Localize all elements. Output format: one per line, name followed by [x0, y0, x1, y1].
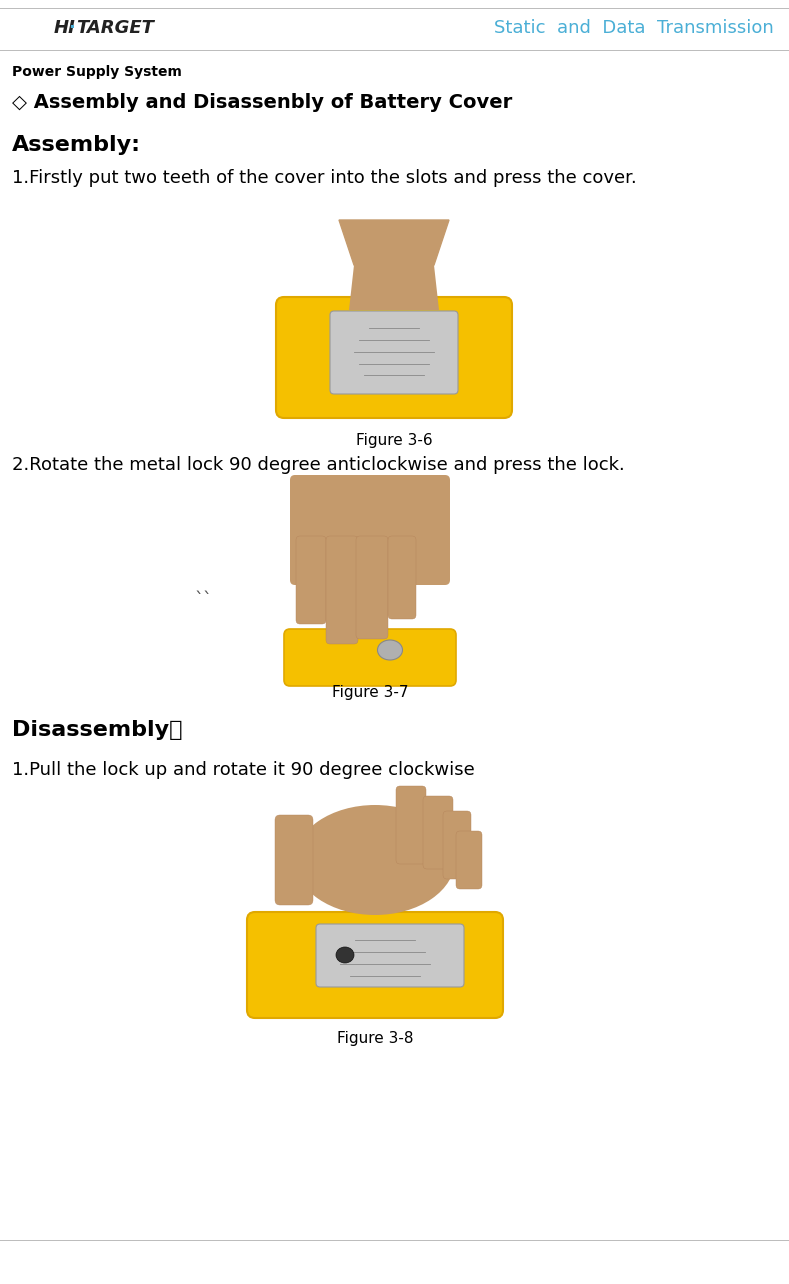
FancyBboxPatch shape	[316, 924, 464, 987]
FancyBboxPatch shape	[330, 311, 458, 394]
FancyBboxPatch shape	[356, 535, 388, 639]
Text: HI: HI	[54, 19, 76, 37]
Ellipse shape	[377, 639, 402, 660]
FancyBboxPatch shape	[423, 796, 453, 869]
FancyBboxPatch shape	[276, 297, 512, 419]
Text: TARGET: TARGET	[76, 19, 154, 37]
Text: Assembly:: Assembly:	[12, 135, 141, 155]
Text: Figure 3-7: Figure 3-7	[331, 684, 408, 700]
Text: ·: ·	[69, 19, 76, 37]
FancyBboxPatch shape	[456, 831, 482, 889]
FancyBboxPatch shape	[275, 815, 313, 905]
Text: Figure 3-8: Figure 3-8	[337, 1031, 413, 1045]
Text: ``: ``	[195, 591, 213, 609]
Ellipse shape	[295, 805, 455, 915]
Text: Power Supply System: Power Supply System	[12, 65, 182, 80]
Text: 2.Rotate the metal lock 90 degree anticlockwise and press the lock.: 2.Rotate the metal lock 90 degree anticl…	[12, 456, 625, 474]
Text: Disassembly：: Disassembly：	[12, 720, 182, 740]
Text: ◇ Assembly and Disassenbly of Battery Cover: ◇ Assembly and Disassenbly of Battery Co…	[12, 94, 512, 113]
Ellipse shape	[336, 948, 354, 963]
Polygon shape	[339, 220, 449, 285]
Text: Figure 3-6: Figure 3-6	[356, 433, 432, 448]
FancyBboxPatch shape	[247, 912, 503, 1018]
FancyBboxPatch shape	[296, 535, 326, 624]
Text: Static  and  Data  Transmission: Static and Data Transmission	[494, 19, 774, 37]
FancyBboxPatch shape	[290, 475, 450, 586]
Text: 1.Pull the lock up and rotate it 90 degree clockwise: 1.Pull the lock up and rotate it 90 degr…	[12, 761, 475, 779]
Polygon shape	[349, 265, 439, 309]
FancyBboxPatch shape	[443, 811, 471, 880]
FancyBboxPatch shape	[284, 629, 456, 686]
FancyBboxPatch shape	[388, 535, 416, 619]
FancyBboxPatch shape	[326, 535, 358, 645]
Text: 1.Firstly put two teeth of the cover into the slots and press the cover.: 1.Firstly put two teeth of the cover int…	[12, 169, 637, 187]
FancyBboxPatch shape	[396, 786, 426, 864]
